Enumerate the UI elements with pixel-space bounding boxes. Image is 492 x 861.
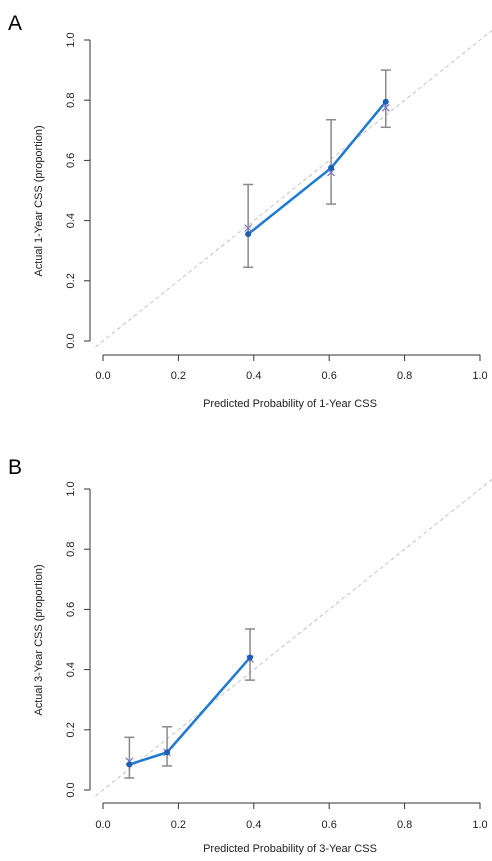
observed-point <box>245 231 251 237</box>
calibration-panel-a: A Predicted Probability of 1-Year CSS Ac… <box>8 12 492 410</box>
y-tick-label: 0.0 <box>65 333 77 348</box>
x-tick-label: 0.8 <box>397 370 412 382</box>
reference-line <box>95 474 492 796</box>
x-tick-label: 0.2 <box>171 370 186 382</box>
y-tick-label: 0.2 <box>65 273 77 288</box>
panel-label: A <box>8 12 22 35</box>
x-tick-label: 0.2 <box>171 819 186 831</box>
y-tick-label: 1.0 <box>65 481 77 496</box>
panel-label: B <box>8 456 22 479</box>
observed-point <box>247 655 253 661</box>
x-tick-label: 0.0 <box>95 370 110 382</box>
y-axis-title: Actual 1-Year CSS (proportion) <box>33 125 45 276</box>
observed-point <box>126 761 132 767</box>
x-axis-title: Predicted Probability of 3-Year CSS <box>203 843 377 855</box>
x-axis-title: Predicted Probability of 1-Year CSS <box>203 398 377 410</box>
y-tick-label: 0.8 <box>65 542 77 557</box>
plot-area: 0.0 0.2 0.4 0.6 0.8 1.0 0.0 0.2 0.4 0.6 0.8 1.0 <box>65 25 492 382</box>
y-tick-label: 0.4 <box>65 662 77 677</box>
x-tick-label: 0.4 <box>246 819 261 831</box>
y-tick-label: 0.6 <box>65 602 77 617</box>
y-tick-label: 0.6 <box>65 153 77 168</box>
plot-area: 0.0 0.2 0.4 0.6 0.8 1.0 0.0 0.2 0.4 0.6 0.8 1.0 <box>65 474 492 831</box>
y-axis-title: Actual 3-Year CSS (proportion) <box>33 564 45 715</box>
x-tick-label: 0.8 <box>397 819 412 831</box>
y-tick-label: 0.0 <box>65 782 77 797</box>
observed-point <box>328 165 334 171</box>
calibration-line <box>248 102 386 234</box>
calibration-panel-b: B Predicted Probability of 3-Year CSS Ac… <box>8 456 492 855</box>
y-tick-label: 0.4 <box>65 213 77 228</box>
x-tick-label: 1.0 <box>472 370 487 382</box>
reference-line <box>95 25 492 347</box>
calibration-line <box>129 658 250 765</box>
y-tick-label: 1.0 <box>65 32 77 47</box>
x-tick-label: 1.0 <box>472 819 487 831</box>
y-tick-label: 0.2 <box>65 722 77 737</box>
observed-point <box>164 749 170 755</box>
observed-point <box>383 99 389 105</box>
y-tick-label: 0.8 <box>65 93 77 108</box>
x-tick-label: 0.6 <box>322 370 337 382</box>
x-tick-label: 0.6 <box>322 819 337 831</box>
x-tick-label: 0.4 <box>246 370 261 382</box>
x-tick-label: 0.0 <box>95 819 110 831</box>
